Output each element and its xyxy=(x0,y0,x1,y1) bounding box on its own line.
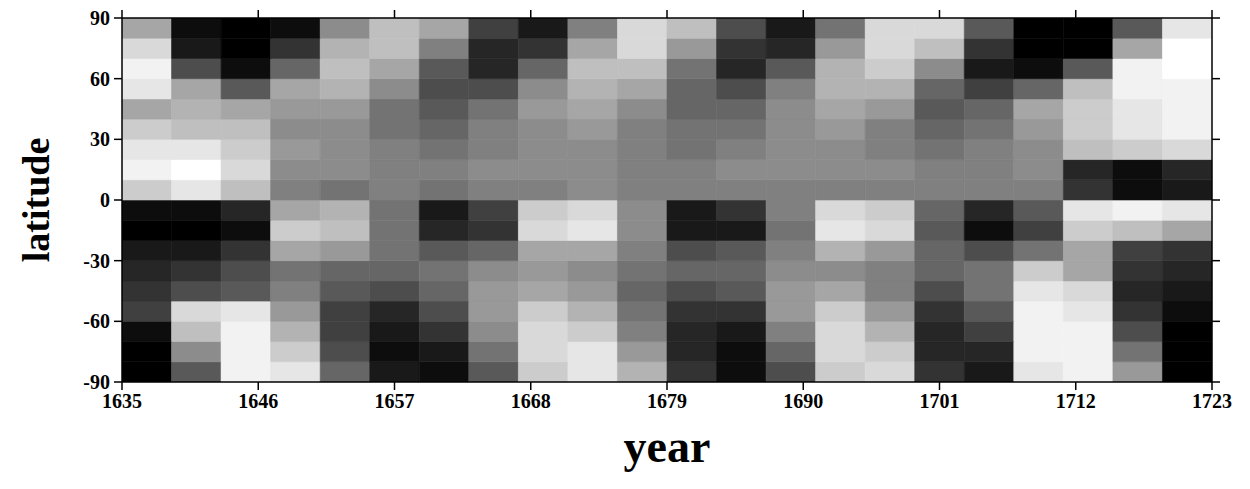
svg-text:1646: 1646 xyxy=(238,390,278,412)
svg-text:30: 30 xyxy=(90,128,110,150)
svg-text:90: 90 xyxy=(90,7,110,29)
svg-text:1723: 1723 xyxy=(1192,390,1232,412)
svg-text:0: 0 xyxy=(100,189,110,211)
svg-text:1668: 1668 xyxy=(511,390,551,412)
html-text:latitude: latitude xyxy=(15,137,57,263)
svg-text:-90: -90 xyxy=(83,371,110,393)
svg-text:1701: 1701 xyxy=(920,390,960,412)
svg-text:-30: -30 xyxy=(83,250,110,272)
svg-text:-60: -60 xyxy=(83,310,110,332)
html-text:year: year xyxy=(623,421,711,472)
svg-text:60: 60 xyxy=(90,68,110,90)
svg-text:1690: 1690 xyxy=(783,390,823,412)
svg-text:1712: 1712 xyxy=(1056,390,1096,412)
svg-text:1657: 1657 xyxy=(375,390,415,412)
svg-text:1635: 1635 xyxy=(102,390,142,412)
svg-text:1679: 1679 xyxy=(647,390,687,412)
